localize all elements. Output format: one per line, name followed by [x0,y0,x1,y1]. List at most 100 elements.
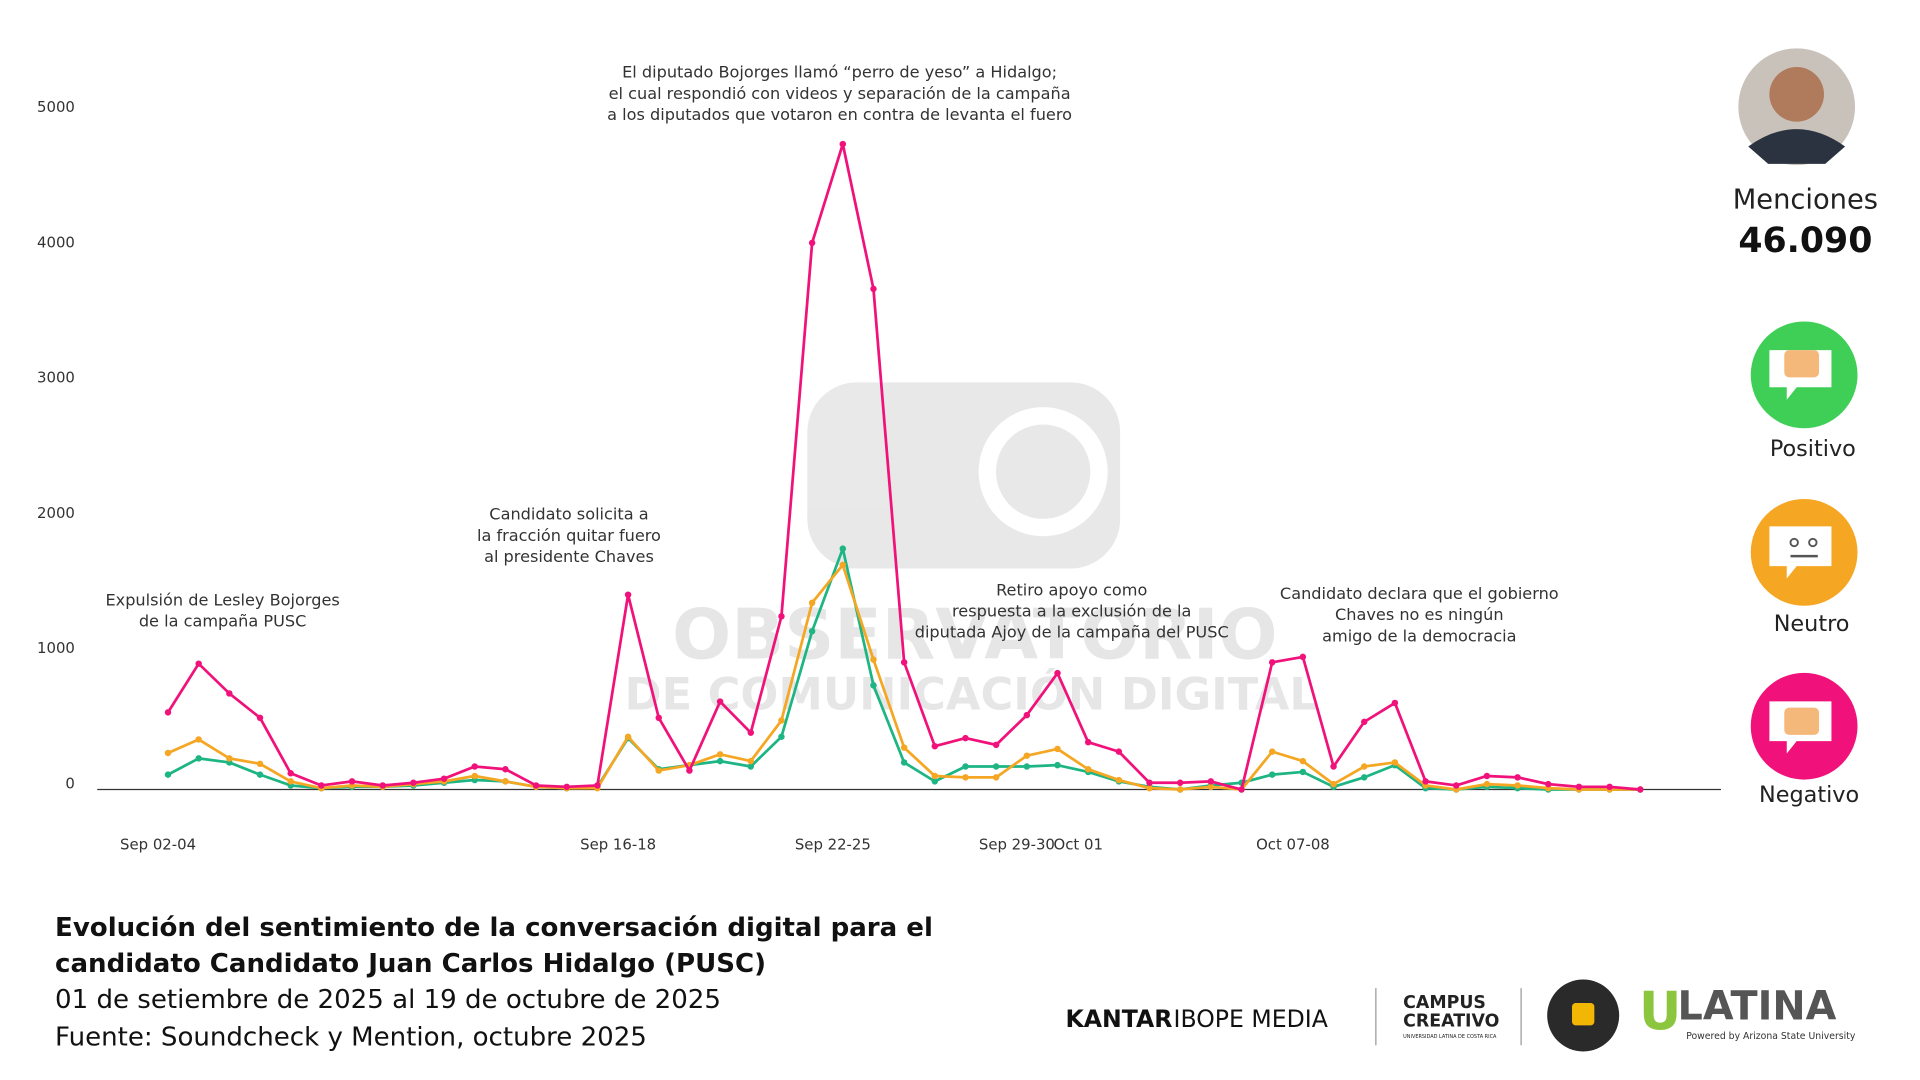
point [839,140,847,148]
point [594,782,601,789]
point [655,714,662,722]
legend-label: Negativo [1759,782,1859,808]
point [1084,765,1092,773]
point [256,760,264,768]
point [992,763,1000,770]
point [1268,748,1276,755]
annotation: Chaves no es ningún [1335,605,1504,624]
point [226,690,233,697]
y-tick-label: 4000 [37,233,75,251]
candidate-shirt [1748,129,1846,164]
point [164,709,172,716]
watermark-pupil [996,424,1091,519]
point [716,751,724,758]
point [471,763,478,770]
point [1575,783,1583,791]
point [1422,778,1429,785]
point [1360,774,1368,781]
y-tick-label: 5000 [37,98,75,116]
point [1299,757,1307,765]
point [471,772,478,780]
point [1115,776,1123,784]
summary-total: 46.090 [1738,221,1872,261]
annotation: el cual respondió con videos y separació… [609,84,1071,103]
point [164,749,172,757]
annotation: de la campaña PUSC [139,611,307,630]
legend-icon-eye [1808,537,1818,548]
point [624,591,632,598]
point [1176,786,1184,793]
chart-title: candidato Candidato Juan Carlos Hidalgo … [55,949,766,979]
point [1330,763,1337,770]
candidate-face [1769,67,1824,122]
annotation: Candidato solicita a [489,505,648,524]
point [1023,752,1031,759]
point [1360,763,1368,770]
point [900,744,908,751]
point [164,771,172,778]
x-tick-label: Sep 22-25 [795,835,871,853]
point [1084,738,1092,746]
point [808,599,816,607]
point [778,717,785,724]
point [778,613,785,620]
point [1545,780,1552,788]
point [931,778,939,785]
chart-title: Evolución del sentimiento de la conversa… [55,913,933,943]
logo-kantar: KANTAR [1066,1005,1173,1033]
watermark-text: OBSERVATORIO [672,594,1278,675]
point [747,729,755,736]
point [962,774,969,781]
point [624,733,632,740]
logo-ulatina: LATINA [1678,984,1837,1030]
legend-icon-hand [1784,707,1820,735]
point [256,714,264,722]
point [931,772,939,780]
point [1268,659,1276,666]
point [318,782,325,789]
point [287,770,294,777]
point [1391,699,1399,707]
summary-label: Menciones [1733,185,1878,216]
point [532,782,540,789]
point [1299,653,1307,661]
y-tick-label: 1000 [37,639,75,657]
watermark-text: DE COMUNICACIÓN DIGITAL [624,668,1317,721]
point [1146,779,1153,786]
point [1606,783,1613,791]
point [1330,780,1337,788]
chart-subtitle: Fuente: Soundcheck y Mention, octubre 20… [55,1022,647,1052]
annotation: al presidente Chaves [484,547,654,566]
point [716,698,724,705]
legend: Positivo Neutro Negativo [1750,321,1859,808]
point [379,782,386,789]
point [1207,778,1215,785]
x-tick-label: Sep 02-04 [120,835,196,853]
point [992,741,1000,749]
y-tick-label: 0 [65,775,74,793]
point [747,757,755,765]
point [931,742,939,750]
point [1360,718,1368,726]
legend-label: Neutro [1774,611,1850,637]
point [1054,745,1061,753]
point [870,285,877,293]
point [962,734,969,742]
point [226,755,233,762]
point [778,733,785,740]
point [256,771,264,778]
annotation: El diputado Bojorges llamó “perro de yes… [622,63,1057,82]
point [563,783,570,791]
point [195,736,202,743]
plot: 0 1000 2000 3000 4000 5000 Sep 02-04 Sep 16-18 S… [37,63,1644,853]
annotation: Candidato declara que el gobierno [1280,584,1559,603]
annotation: amigo de la democracia [1322,626,1516,645]
watermark-eye [978,407,1108,537]
point [1483,780,1491,788]
logo-campus: CAMPUS [1403,993,1486,1013]
x-tick-label: Oct 07-08 [1256,835,1330,853]
point [1268,771,1276,778]
point [195,755,202,762]
